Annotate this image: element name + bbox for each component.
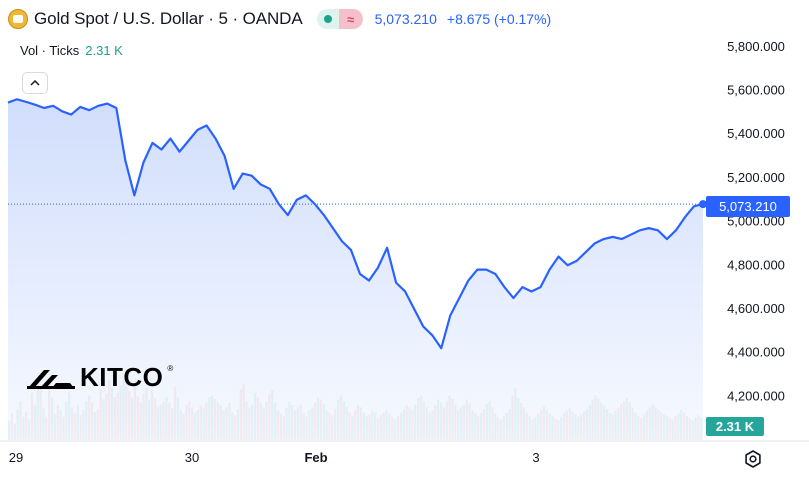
last-price-marker	[699, 200, 707, 209]
x-tick-label: 29	[9, 450, 23, 465]
x-tick-label: 30	[185, 450, 199, 465]
y-tick-label: 4,600.000	[727, 301, 785, 316]
volume-value: 2.31 K	[85, 43, 123, 58]
last-price-axis-label: 5,073.210	[706, 196, 790, 217]
last-price: 5,073.210	[374, 11, 437, 27]
volume-legend[interactable]: Vol · Ticks 2.31 K	[20, 43, 123, 58]
price-axis: 5,800.000 5,600.000 5,400.000 5,200.000 5,00…	[727, 39, 785, 403]
logo-registered-mark: ®	[167, 364, 174, 373]
live-dot-icon	[316, 9, 339, 29]
y-tick-label: 5,400.000	[727, 126, 785, 141]
gold-coin-icon[interactable]	[8, 9, 28, 29]
x-tick-label: 3	[532, 450, 539, 465]
y-tick-label: 5,600.000	[727, 83, 785, 98]
x-tick-label: Feb	[304, 450, 327, 465]
y-tick-label: 4,400.000	[727, 345, 785, 360]
y-tick-label: 4,200.000	[727, 388, 785, 403]
kitco-mark-icon	[27, 369, 75, 389]
chevron-up-icon	[30, 79, 40, 86]
symbol-header: Gold Spot / U.S. Dollar · 5 · OANDA ≈ 5,…	[8, 6, 551, 32]
price-series-line	[7, 98, 704, 350]
kitco-logo: KITCO ®	[26, 362, 173, 393]
price-change: +8.675 (+0.17%)	[446, 11, 552, 27]
y-tick-label: 4,800.000	[727, 257, 785, 272]
price-area-fill	[8, 99, 703, 440]
time-axis: 29 30 Feb 3	[0, 440, 809, 465]
collapse-legend-button[interactable]	[22, 72, 48, 94]
y-tick-label: 5,800.000	[727, 39, 785, 54]
symbol-title[interactable]: Gold Spot / U.S. Dollar · 5 · OANDA	[34, 9, 303, 28]
delayed-wave-icon: ≈	[338, 9, 363, 29]
gear-icon[interactable]	[742, 448, 764, 470]
volume-label: Vol · Ticks	[20, 43, 80, 58]
price-area	[8, 99, 703, 440]
y-tick-label: 5,200.000	[727, 170, 785, 185]
price-line	[7, 98, 707, 350]
y-tick-label: 5,000.000	[727, 214, 785, 229]
market-status[interactable]: ≈	[316, 9, 363, 29]
last-volume-axis-label: 2.31 K	[706, 417, 764, 436]
logo-text: KITCO	[80, 362, 164, 392]
